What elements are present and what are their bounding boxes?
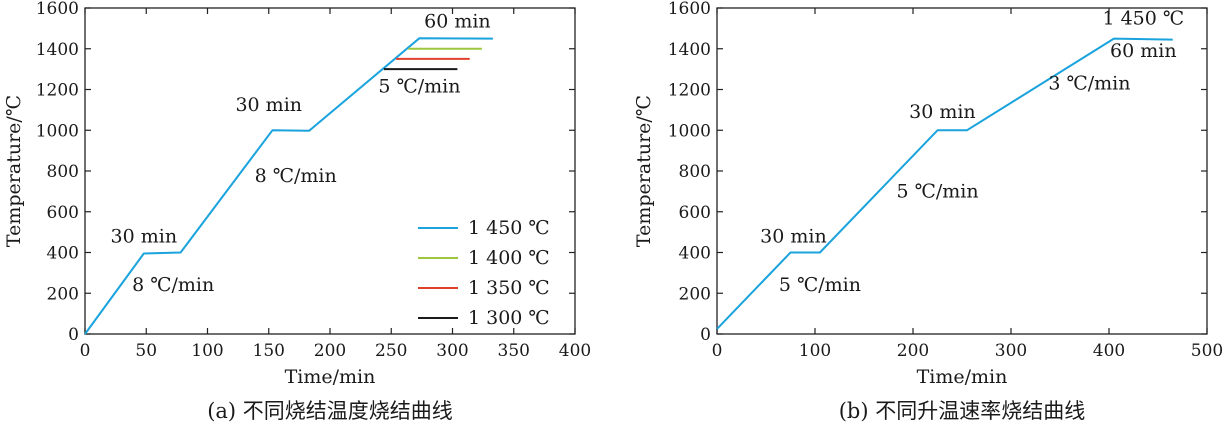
y-tick-label: 400	[47, 244, 79, 264]
annotation: 5 ℃/min	[896, 180, 978, 202]
x-tick-label: 0	[80, 341, 91, 361]
y-axis-label: Temperature/℃	[633, 95, 655, 247]
x-tick-label: 500	[1191, 341, 1223, 361]
y-tick-label: 1200	[668, 81, 711, 101]
annotation: 30 min	[235, 94, 302, 116]
panel-b: 0 100 200 300 400 500 0 200 400 600 800 1000 1200 140…	[633, 0, 1223, 423]
annotation: 5 ℃/min	[378, 76, 460, 98]
legend-label: 1 300 ℃	[468, 307, 550, 329]
series-line-0	[716, 37, 1173, 330]
x-tick-label: 300	[436, 341, 468, 361]
annotation: 30 min	[111, 225, 178, 247]
y-tick-label: 800	[47, 162, 79, 182]
y-tick-label: 600	[47, 203, 79, 223]
x-tick-label: 200	[897, 341, 929, 361]
y-tick-label: 600	[679, 203, 711, 223]
y-tick-label: 800	[679, 162, 711, 182]
y-tick-label: 400	[679, 244, 711, 264]
y-tick-label: 1000	[36, 121, 79, 141]
annotation: 60 min	[424, 10, 491, 32]
y-tick-label: 1400	[668, 40, 711, 60]
y-tick-label: 1600	[36, 0, 79, 19]
y-tick-label: 1400	[36, 40, 79, 60]
x-axis-label: Time/min	[917, 366, 1008, 388]
annotation: 30 min	[760, 225, 827, 247]
y-axis-label: Temperature/℃	[3, 95, 25, 247]
annotation: 30 min	[909, 101, 976, 123]
legend-label: 1 400 ℃	[468, 247, 550, 269]
x-tick-label: 100	[191, 341, 223, 361]
x-tick-label: 300	[995, 341, 1027, 361]
x-tick-label: 200	[314, 341, 346, 361]
x-tick-label: 0	[712, 341, 723, 361]
x-tick-label: 150	[253, 341, 285, 361]
panel-caption: (a) 不同烧结温度烧结曲线	[207, 399, 453, 423]
legend-label: 1 350 ℃	[468, 277, 550, 299]
x-axis-label: Time/min	[285, 366, 376, 388]
x-tick-label: 400	[1093, 341, 1125, 361]
annotation: 1 450 ℃	[1102, 7, 1184, 29]
y-tick-label: 1200	[36, 81, 79, 101]
y-tick-label: 200	[679, 284, 711, 304]
x-tick-label: 250	[375, 341, 407, 361]
x-tick-label: 100	[799, 341, 831, 361]
x-tick-label: 50	[135, 341, 157, 361]
legend-label: 1 450 ℃	[468, 217, 550, 239]
annotation: 8 ℃/min	[132, 274, 214, 296]
annotation: 3 ℃/min	[1048, 73, 1130, 95]
x-tick-label: 400	[559, 341, 591, 361]
annotation: 5 ℃/min	[779, 274, 861, 296]
annotation: 60 min	[1110, 40, 1177, 62]
y-tick-label: 0	[700, 325, 711, 345]
x-tick-label: 350	[498, 341, 530, 361]
panel-a: 0 50 100 150 200 250 300 350 400 0 200 400 600 800 100…	[3, 0, 591, 423]
y-tick-label: 200	[47, 284, 79, 304]
series-line-0	[84, 37, 493, 335]
y-tick-label: 1600	[668, 0, 711, 19]
y-tick-label: 0	[68, 325, 79, 345]
panel-caption: (b) 不同升温速率烧结曲线	[839, 399, 1086, 423]
y-tick-label: 1000	[668, 121, 711, 141]
annotation: 8 ℃/min	[255, 165, 337, 187]
